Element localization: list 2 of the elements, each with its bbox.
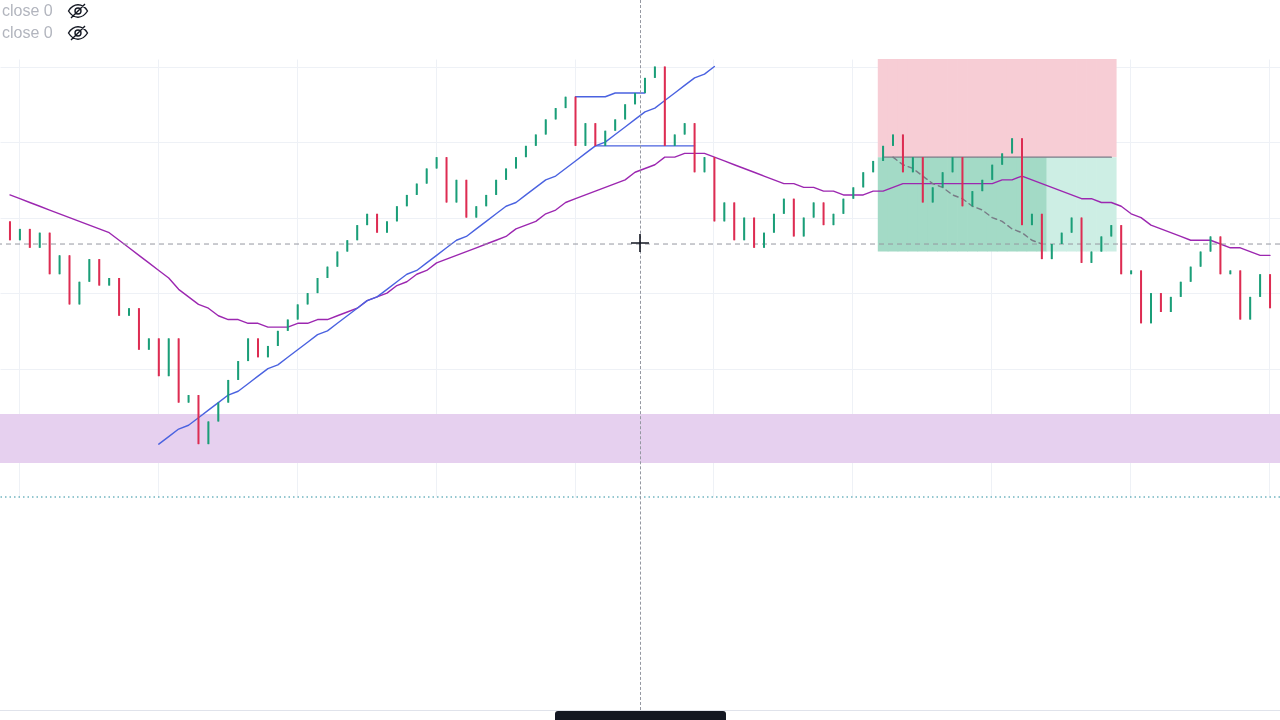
text: close 0: [2, 24, 53, 42]
text: close 0: [2, 2, 53, 20]
